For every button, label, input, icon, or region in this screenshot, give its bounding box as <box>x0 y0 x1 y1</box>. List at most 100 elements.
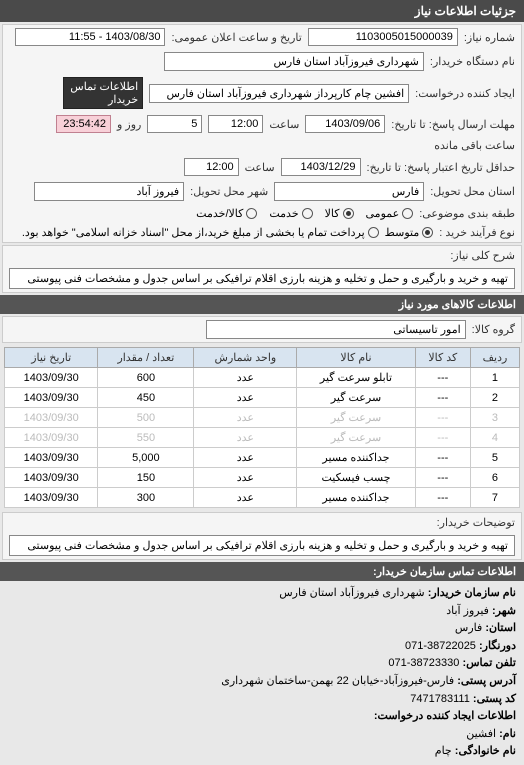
table-cell: چسب فیسکیت <box>297 468 415 488</box>
postal-label: آدرس پستی: <box>457 675 516 687</box>
org-value: شهرداری فیروزآباد استان فارس <box>279 587 424 599</box>
fax-label: دورنگار: <box>479 640 516 652</box>
table-header-row: ردیف کد کالا نام کالا واحد شمارش تعداد /… <box>5 348 520 368</box>
table-cell: 2 <box>470 388 519 408</box>
th-code: کد کالا <box>415 348 470 368</box>
budget-option-0[interactable]: عمومی <box>366 207 414 220</box>
buyer-note-label: توضیحات خریدار: <box>437 516 515 529</box>
c-city-value: فیروز آباد <box>446 605 489 617</box>
desc-text: تهیه و خرید و بارگیری و حمل و تخلیه و هز… <box>9 268 515 289</box>
budget-option-2[interactable]: خدمت <box>269 207 312 220</box>
table-cell: 450 <box>98 388 194 408</box>
radio-icon <box>343 208 354 219</box>
table-row: 5---جداکننده مسیرعدد5,0001403/09/30 <box>5 448 520 468</box>
th-name: نام کالا <box>297 348 415 368</box>
fax-value: 38722025-071 <box>405 640 476 652</box>
postcode-label: کد پستی: <box>473 693 516 705</box>
table-cell: --- <box>415 488 470 508</box>
table-cell: --- <box>415 388 470 408</box>
table-cell: تابلو سرعت گیر <box>297 368 415 388</box>
table-cell: 1403/09/30 <box>5 388 98 408</box>
remaining-label: ساعت باقی مانده <box>434 139 515 152</box>
budget-opt-label: خدمت <box>269 207 298 220</box>
validity-label: حداقل تاریخ اعتبار پاسخ: تا تاریخ: <box>367 161 515 174</box>
postcode-value: 7471783111 <box>410 693 470 705</box>
table-cell: 4 <box>470 428 519 448</box>
table-cell: 1 <box>470 368 519 388</box>
time-label-1: ساعت <box>269 118 299 131</box>
announce-label: تاریخ و ساعت اعلان عمومی: <box>171 31 301 44</box>
contact-section: نام سازمان خریدار: شهرداری فیروزآباد است… <box>0 581 524 765</box>
table-cell: 150 <box>98 468 194 488</box>
group-label: گروه کالا: <box>472 323 515 336</box>
need-no-label: شماره نیاز: <box>464 31 515 44</box>
table-cell: عدد <box>194 448 297 468</box>
radio-icon <box>302 208 313 219</box>
budget-opt-label: عمومی <box>366 207 400 220</box>
table-cell: عدد <box>194 428 297 448</box>
buyer-label: نام دستگاه خریدار: <box>430 55 515 68</box>
buyer-field: شهرداری فیروزآباد استان فارس <box>164 52 424 71</box>
radio-icon <box>368 227 379 238</box>
purchase-label: نوع فرآیند خرید : <box>439 226 515 239</box>
table-cell: 600 <box>98 368 194 388</box>
c-province-value: فارس <box>455 622 482 634</box>
table-cell: 550 <box>98 428 194 448</box>
table-cell: 1403/09/30 <box>5 488 98 508</box>
creator-header: اطلاعات ایجاد کننده درخواست: <box>8 708 516 726</box>
goods-table: ردیف کد کالا نام کالا واحد شمارش تعداد /… <box>4 347 520 508</box>
contact-buyer-button[interactable]: اطلاعات تماس خریدار <box>63 77 143 109</box>
budget-radio-group: عمومی کالا خدمت کالا/خدمت <box>196 207 413 220</box>
table-cell: --- <box>415 368 470 388</box>
table-cell: عدد <box>194 368 297 388</box>
table-cell: 3 <box>470 408 519 428</box>
table-cell: 300 <box>98 488 194 508</box>
table-cell: جداکننده مسیر <box>297 448 415 468</box>
table-row: 7---جداکننده مسیرعدد3001403/09/30 <box>5 488 520 508</box>
table-cell: 5,000 <box>98 448 194 468</box>
top-section: شماره نیاز: 1103005015000039 تاریخ و ساع… <box>2 24 522 243</box>
days-label: روز و <box>117 118 141 131</box>
city-field: فیروز آباد <box>34 182 184 201</box>
days-field: 5 <box>147 115 202 133</box>
budget-label: طبقه بندی موضوعی: <box>419 207 515 220</box>
group-field: امور تاسیساتی <box>206 320 466 339</box>
th-qty: تعداد / مقدار <box>98 348 194 368</box>
province-label: استان محل تحویل: <box>430 185 515 198</box>
phone-label: تلفن تماس: <box>462 657 516 669</box>
table-cell: 7 <box>470 488 519 508</box>
name-label: نام: <box>499 728 516 740</box>
table-cell: عدد <box>194 488 297 508</box>
phone-value: 38723330-071 <box>388 657 459 669</box>
budget-option-1[interactable]: کالا <box>325 207 354 220</box>
deadline-label: مهلت ارسال پاسخ: تا تاریخ: <box>391 118 515 131</box>
group-section: گروه کالا: امور تاسیساتی <box>2 316 522 343</box>
table-row: 4---سرعت گیرعدد5501403/09/30 <box>5 428 520 448</box>
table-cell: عدد <box>194 408 297 428</box>
table-cell: عدد <box>194 468 297 488</box>
province-field: فارس <box>274 182 424 201</box>
desc-label: شرح کلی نیاز: <box>450 249 515 262</box>
table-cell: سرعت گیر <box>297 388 415 408</box>
table-cell: 5 <box>470 448 519 468</box>
purchase-opt-label: متوسط <box>385 226 420 239</box>
remaining-time-field: 23:54:42 <box>56 115 111 133</box>
buyer-note-section: توضیحات خریدار: تهیه و خرید و بارگیری و … <box>2 512 522 560</box>
table-cell: 1403/09/30 <box>5 368 98 388</box>
name-value: افشین <box>466 728 496 740</box>
table-cell: سرعت گیر <box>297 408 415 428</box>
budget-option-3[interactable]: کالا/خدمت <box>196 207 257 220</box>
org-label: نام سازمان خریدار: <box>428 587 516 599</box>
table-cell: 500 <box>98 408 194 428</box>
table-cell: --- <box>415 448 470 468</box>
radio-icon <box>422 227 433 238</box>
main-header: جزئیات اطلاعات نیاز <box>0 0 524 22</box>
contact-header: اطلاعات تماس سازمان خریدار: <box>0 562 524 581</box>
budget-opt-label: کالا/خدمت <box>196 207 243 220</box>
th-unit: واحد شمارش <box>194 348 297 368</box>
postal-value: فارس-فیروزآباد-خیابان 22 بهمن-ساختمان شه… <box>221 675 454 687</box>
city-label: شهر محل تحویل: <box>190 185 268 198</box>
purchase-option[interactable]: متوسط <box>385 226 434 239</box>
table-row: 3---سرعت گیرعدد5001403/09/30 <box>5 408 520 428</box>
table-cell: 1403/09/30 <box>5 468 98 488</box>
